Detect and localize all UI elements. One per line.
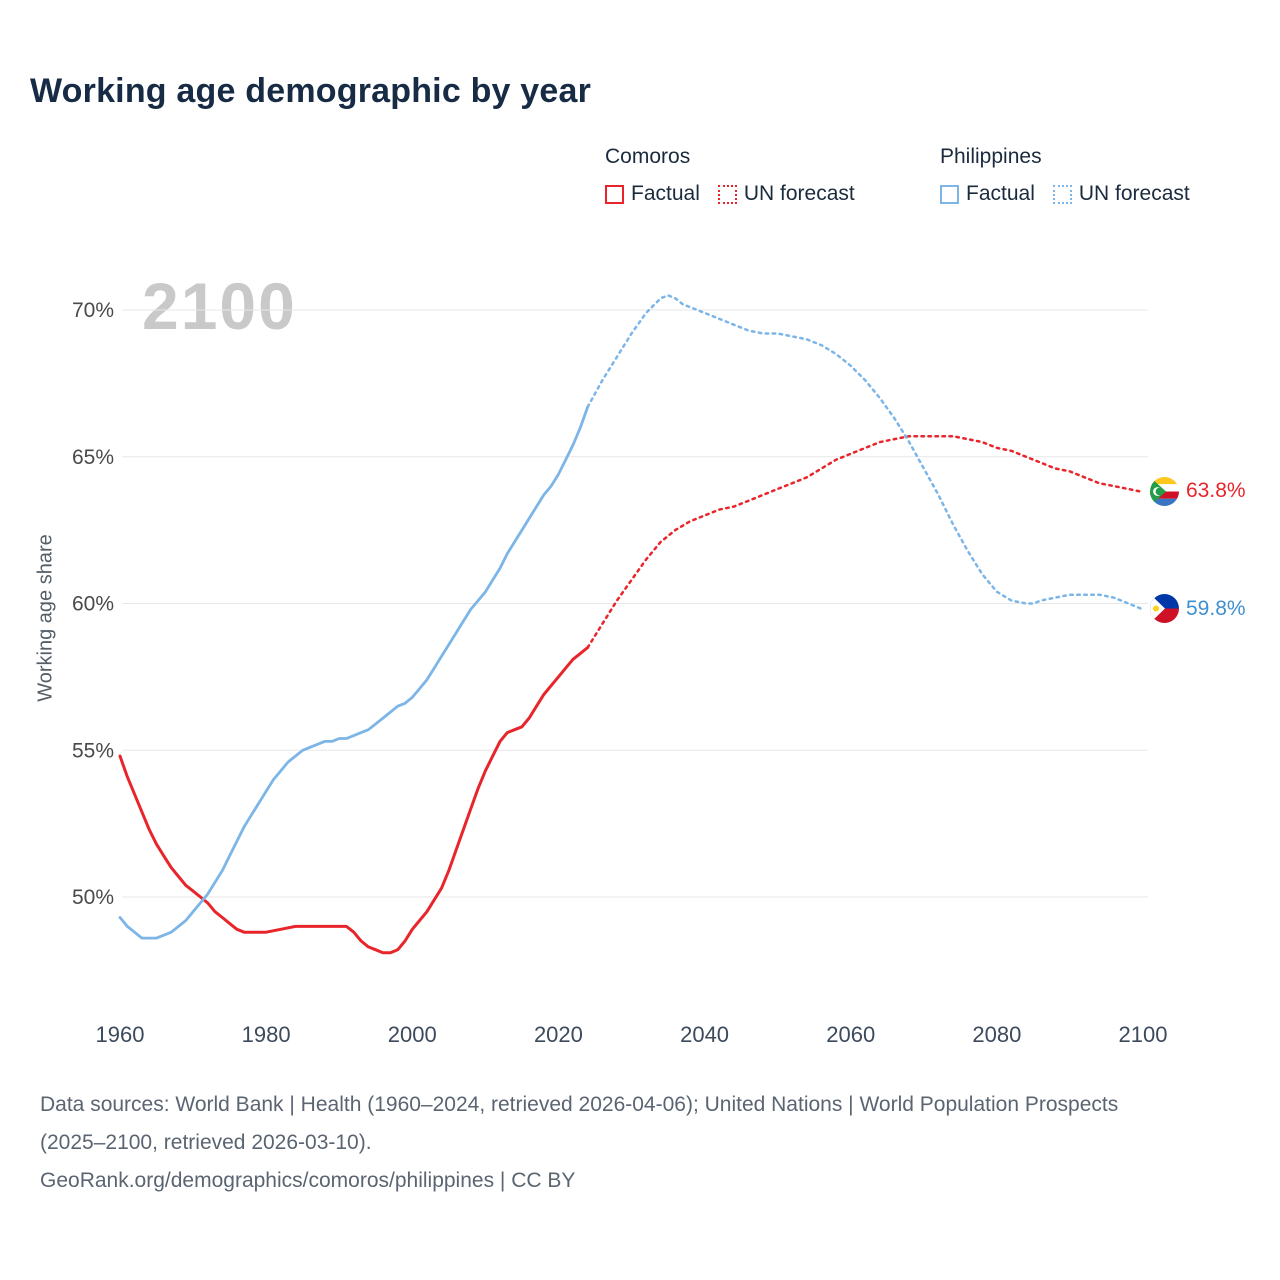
legend-swatch-comoros-forecast[interactable] [717,184,737,204]
series-comoros-factual [118,646,590,955]
footer: Data sources: World Bank | Health (1960–… [40,1086,1170,1200]
x-tick-label: 2060 [826,1022,875,1047]
legend-swatch-philippines-forecast[interactable] [1052,184,1072,204]
page-title: Working age demographic by year [30,72,592,110]
chart-watermark-year: 2100 [142,269,297,343]
end-value-philippines: 59.8% [1186,596,1246,620]
x-tick-label: 1960 [96,1022,145,1047]
series-philippines-forecast [586,294,1145,611]
y-tick-label: 60% [72,593,114,616]
y-tick-label: 65% [72,446,114,469]
x-tick-label: 2080 [972,1022,1021,1047]
legend-group-philippines: Philippines Factual UN forecast [940,145,1208,206]
end-value-comoros: 63.8% [1186,479,1246,503]
y-tick-label: 50% [72,886,114,909]
legend-group-title: Philippines [940,145,1042,168]
legend-group-comoros: Comoros Factual UN forecast [605,145,873,206]
legend-label-comoros-forecast[interactable]: UN forecast [743,182,855,205]
legend-label-comoros-factual[interactable]: Factual [631,182,700,205]
attribution-text: GeoRank.org/demographics/comoros/philipp… [40,1169,576,1192]
legend-label-philippines-forecast[interactable]: UN forecast [1078,182,1190,205]
end-label: 63.8% [1150,476,1246,506]
x-tick-label: 2040 [680,1022,729,1047]
y-axis-title: Working age share [34,534,57,702]
y-tick-label: 70% [72,299,114,322]
legend-label-philippines-factual[interactable]: Factual [966,182,1035,205]
legend-swatch-philippines-factual[interactable] [940,184,959,204]
series-comoros-forecast [586,434,1145,649]
series-philippines-factual [118,405,590,940]
end-label: 59.8% [1150,594,1246,624]
x-tick-label: 2020 [534,1022,583,1047]
x-tick-label: 2100 [1119,1022,1168,1047]
comoros-flag-icon [1150,476,1179,506]
philippines-flag-icon [1150,594,1179,624]
legend-group-title: Comoros [605,145,691,168]
legend-swatch-comoros-factual[interactable] [605,184,624,204]
y-tick-label: 55% [72,739,114,762]
x-tick-label: 2000 [388,1022,437,1047]
x-tick-label: 1980 [242,1022,291,1047]
data-sources-text: Data sources: World Bank | Health (1960–… [40,1093,1119,1154]
